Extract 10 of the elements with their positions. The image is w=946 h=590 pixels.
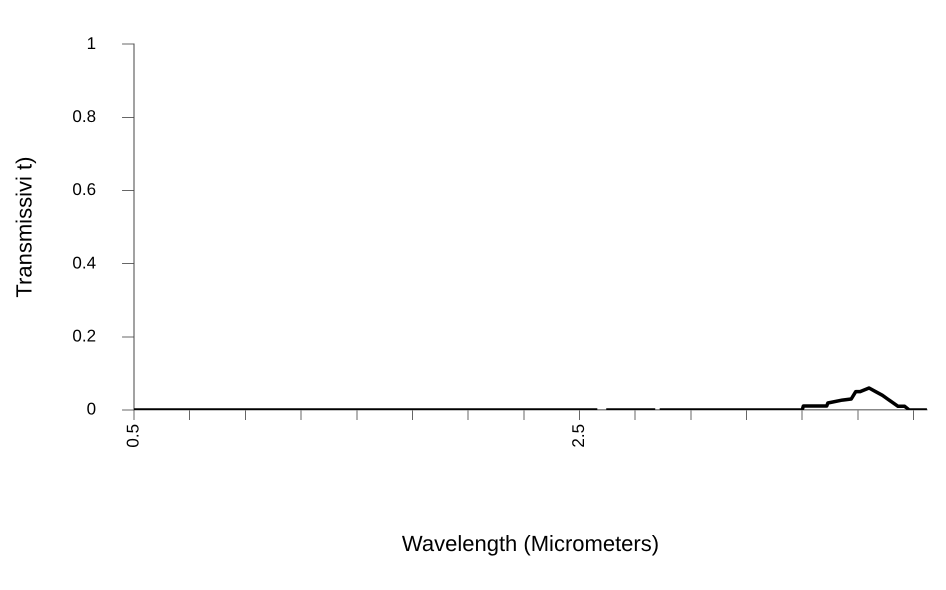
x-tick-label: 2.5	[569, 424, 588, 448]
y-tick-label: 0	[86, 400, 96, 419]
y-axis-title: Transmissivi t)	[11, 156, 36, 298]
y-tick-label: 0.8	[72, 107, 96, 126]
y-tick-label: 1	[86, 34, 96, 53]
y-tick-label: 0.2	[72, 326, 96, 346]
x-axis-title: Wavelength (Micrometers)	[402, 530, 660, 556]
x-tick-label: 0.5	[124, 424, 143, 448]
y-tick-label: 0.6	[72, 180, 96, 200]
y-tick-label: 0.4	[72, 253, 96, 272]
